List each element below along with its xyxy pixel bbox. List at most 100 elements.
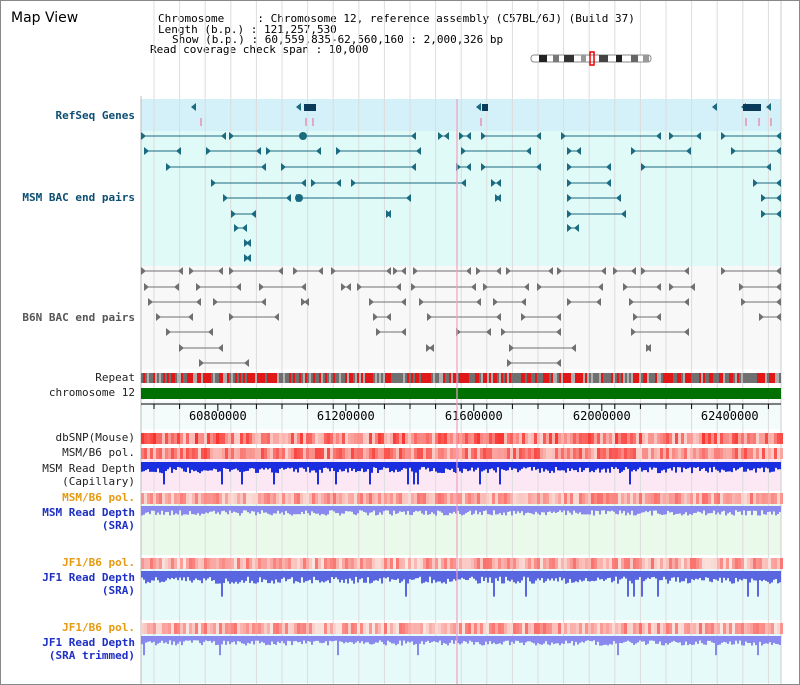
jf1-sra-depth-bar — [651, 571, 653, 578]
msm-cap-depth-bar — [721, 462, 723, 470]
jf1-sra-depth-bar — [603, 571, 605, 581]
dbsnp-cell — [609, 433, 612, 444]
jf1-b6-pol-cell — [450, 558, 453, 569]
msm-b6-pol-cell — [234, 448, 237, 459]
dbsnp-cell — [615, 433, 618, 444]
repeat-segment — [197, 373, 199, 383]
msm-sra-depth-bar — [375, 506, 377, 516]
dbsnp-cell — [648, 433, 651, 444]
msm-sra-depth-bar — [171, 506, 173, 511]
msm-sra-depth-bar — [613, 506, 615, 512]
track-label-msm-b6-pol-2[interactable]: MSM/B6 pol. — [62, 491, 135, 504]
msm-sra-depth-bar — [211, 506, 213, 512]
jf1-b6-pol2-cell — [528, 623, 531, 634]
msm-sra-depth-bar — [385, 506, 387, 511]
msm-sra-depth-bar — [661, 506, 663, 515]
track-label-b6n-bac[interactable]: B6N BAC end pairs — [22, 311, 135, 324]
msm-sra-depth-bar — [309, 506, 311, 516]
msm-sra-depth-bar — [179, 506, 181, 511]
jf1-trim-depth-bar — [525, 636, 527, 643]
msm-sra-depth-bar — [537, 506, 539, 514]
track-label-jf1-depth-trim[interactable]: JF1 Read Depth — [42, 636, 135, 649]
msm-b6-pol-cell — [309, 448, 312, 459]
jf1-sra-depth-bar — [251, 571, 253, 581]
jf1-sra-depth-bar — [299, 571, 301, 583]
repeat-segment — [407, 373, 409, 383]
jf1-b6-pol2-cell — [243, 623, 246, 634]
jf1-trim-depth-bar — [283, 636, 285, 644]
msm-cap-depth-bar — [353, 462, 355, 469]
track-label-jf1-b6-pol-1[interactable]: JF1/B6 pol. — [62, 556, 135, 569]
jf1-b6-pol-cell — [288, 558, 291, 569]
track-label-dbsnp[interactable]: dbSNP(Mouse) — [55, 431, 135, 444]
track-label-jf1-depth-sra[interactable]: JF1 Read Depth — [42, 571, 135, 584]
dbsnp-cell — [681, 433, 684, 444]
jf1-b6-pol-cell — [588, 558, 591, 569]
msm-cap-depth-bar — [699, 462, 701, 471]
jf1-trim-depth-bar — [467, 636, 469, 644]
jf1-trim-depth-bar — [747, 636, 749, 644]
msm-cap-depth-bar — [701, 462, 703, 470]
track-label-msm-bac[interactable]: MSM BAC end pairs — [22, 191, 135, 204]
dbsnp-cell — [750, 433, 753, 444]
jf1-sra-depth-bar — [255, 571, 257, 584]
msm-b6-pol2-cell — [576, 493, 579, 504]
msm-sra-depth-bar — [567, 506, 569, 511]
jf1-b6-pol2-cell — [636, 623, 639, 634]
msm-b6-pol2-cell — [270, 493, 273, 504]
msm-cap-depth-bar — [505, 462, 507, 471]
repeat-segment — [259, 373, 261, 383]
msm-b6-pol-cell — [222, 448, 225, 459]
dbsnp-cell — [432, 433, 435, 444]
msm-b6-pol2-cell — [738, 493, 741, 504]
track-label-refseq[interactable]: RefSeq Genes — [55, 109, 135, 122]
b6n-bac-track[interactable] — [141, 267, 781, 367]
jf1-b6-pol2-cell — [723, 623, 726, 634]
dbsnp-cell — [651, 433, 654, 444]
msm-sra-depth-bar — [585, 506, 587, 515]
msm-b6-pol2-cell — [351, 493, 354, 504]
jf1-b6-pol2-cell — [588, 623, 591, 634]
dbsnp-cell — [315, 433, 318, 444]
repeat-segment — [293, 373, 295, 383]
dbsnp-cell — [234, 433, 237, 444]
jf1-trim-depth-bar — [695, 636, 697, 642]
repeat-segment — [447, 373, 449, 383]
repeat-segment — [741, 373, 743, 383]
b6n-bac-pair-end — [776, 298, 781, 306]
refseq-track[interactable] — [191, 103, 772, 126]
track-label-msm-depth-sra[interactable]: MSM Read Depth — [42, 506, 135, 519]
msm-b6-pol-cell — [180, 448, 183, 459]
track-label-jf1-b6-pol-2[interactable]: JF1/B6 pol. — [62, 621, 135, 634]
jf1-b6-pol-cell — [282, 558, 285, 569]
dbsnp-cell — [771, 433, 774, 444]
msm-sra-depth-bar — [685, 506, 687, 513]
track-label-msm-b6-pol-1[interactable]: MSM/B6 pol. — [62, 446, 135, 459]
jf1-trim-depth-bar — [237, 636, 239, 642]
msm-cap-depth-bar — [351, 462, 353, 471]
jf1-b6-pol2-cell — [471, 623, 474, 634]
msm-b6-pol-cell — [732, 448, 735, 459]
repeat-segment — [363, 373, 365, 383]
jf1-sra-depth-bar — [465, 571, 467, 581]
dbsnp-cell — [318, 433, 321, 444]
repeat-segment — [473, 373, 475, 383]
msm-b6-pol-cell — [684, 448, 687, 459]
jf1-trim-depth-bar — [529, 636, 531, 642]
track-label-repeat[interactable]: Repeat — [95, 371, 135, 384]
jf1-sra-depth-bar — [201, 571, 203, 584]
jf1-trim-depth-bar — [233, 636, 235, 642]
dbsnp-cell — [159, 433, 162, 444]
jf1-trim-depth-bar — [231, 636, 233, 643]
msm-cap-depth-bar — [283, 462, 285, 470]
jf1-trim-depth-bar — [409, 636, 411, 643]
msm-b6-pol-cell — [717, 448, 720, 459]
jf1-trim-depth-bar — [749, 636, 751, 643]
msm-sra-depth-bar — [519, 506, 521, 514]
jf1-b6-pol-cell — [585, 558, 588, 569]
dbsnp-cell — [756, 433, 759, 444]
b6n-bac-pair-end — [596, 298, 601, 306]
jf1-b6-pol2-cell — [678, 623, 681, 634]
track-label-msm-depth-cap[interactable]: MSM Read Depth — [42, 462, 135, 475]
